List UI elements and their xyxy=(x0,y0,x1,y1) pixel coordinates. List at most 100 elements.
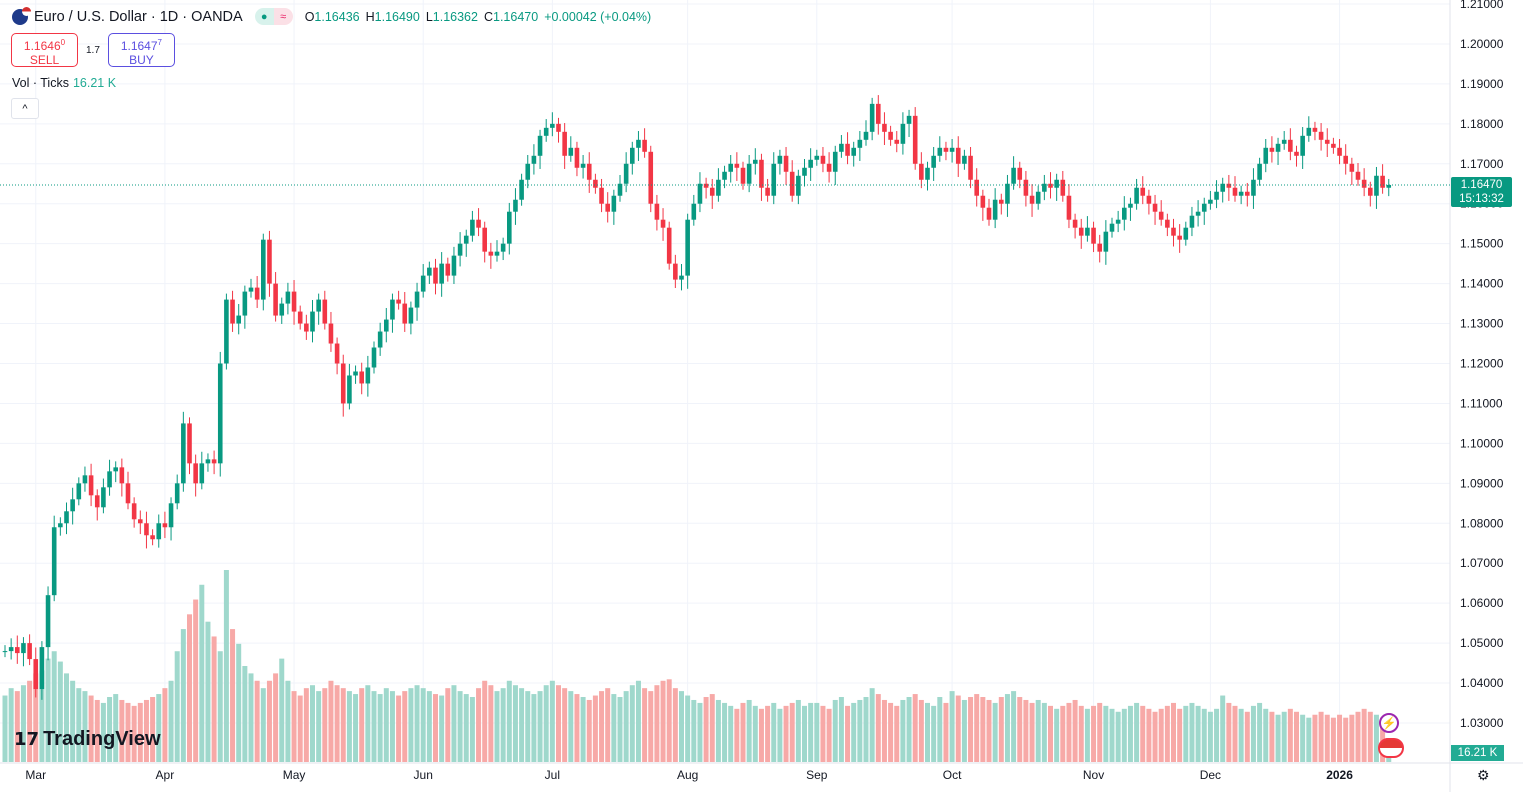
volume-bar xyxy=(1220,695,1226,762)
candle-body xyxy=(248,287,254,292)
candle-body xyxy=(1300,135,1305,156)
candle-body xyxy=(1349,163,1355,172)
volume-bar xyxy=(193,599,199,762)
candle-body xyxy=(1085,227,1090,236)
volume-bar xyxy=(937,697,943,762)
candle-body xyxy=(906,115,912,124)
candle-body xyxy=(8,647,14,652)
volume-bar xyxy=(703,697,709,762)
volume-bar xyxy=(531,694,537,762)
candle-body xyxy=(679,275,684,280)
volume-bar xyxy=(94,699,100,762)
sell-button[interactable]: 1.16460 SELL xyxy=(11,33,78,67)
candle-body xyxy=(531,155,537,164)
candle-body xyxy=(796,175,801,196)
volume-bar xyxy=(980,697,986,762)
candle-body xyxy=(463,235,469,244)
volume-bar xyxy=(586,699,592,762)
volume-bar xyxy=(359,688,365,762)
volume-bar xyxy=(174,651,180,762)
volume-bar xyxy=(986,699,992,762)
candle-body xyxy=(1226,183,1232,188)
tradingview-logo[interactable]: 𝟭𝟳 TradingView xyxy=(14,728,161,750)
volume-bar xyxy=(150,697,156,762)
volume-bar xyxy=(371,691,377,762)
candle-body xyxy=(1029,195,1035,204)
volume-bar xyxy=(660,680,666,762)
candle-body xyxy=(851,147,856,156)
candle-body xyxy=(685,219,690,276)
eur-usd-flag-icon xyxy=(12,6,31,25)
volume-bar xyxy=(494,691,500,762)
lightning-event-icon[interactable]: ⚡ xyxy=(1379,713,1399,733)
volume-bar xyxy=(217,651,223,762)
volume-bar xyxy=(1207,711,1213,762)
volume-bar xyxy=(457,691,463,762)
y-tick-label: 1.18000 xyxy=(1460,117,1504,131)
volume-bar xyxy=(802,705,807,762)
candle-body xyxy=(949,147,955,152)
candle-body xyxy=(316,299,321,312)
candle-body xyxy=(457,243,463,256)
candle-body xyxy=(1294,151,1299,156)
volume-bar xyxy=(635,680,641,762)
volume-bar xyxy=(1177,708,1183,762)
symbol-title[interactable]: Euro / U.S. Dollar · 1D · OANDA xyxy=(34,8,243,25)
candle-body xyxy=(470,219,475,236)
volume-bar xyxy=(832,699,838,762)
candle-body xyxy=(1072,219,1078,228)
volume-bar xyxy=(746,699,752,762)
volume-bar xyxy=(961,699,967,762)
candle-body xyxy=(1275,143,1281,152)
volume-bar xyxy=(1121,708,1127,762)
candle-body xyxy=(703,183,709,188)
candle-body xyxy=(543,127,549,136)
buy-button[interactable]: 1.16477 BUY xyxy=(107,33,175,67)
volume-bar xyxy=(279,658,285,762)
volume-bar xyxy=(1189,702,1195,762)
candle-body xyxy=(1257,163,1262,180)
y-tick-label: 1.10000 xyxy=(1460,436,1504,450)
y-tick-label: 1.19000 xyxy=(1460,77,1504,91)
candle-body xyxy=(1195,211,1201,216)
us-flag-event-icon[interactable] xyxy=(1378,738,1404,758)
y-tick-label: 1.12000 xyxy=(1460,357,1504,371)
collapse-legend-button[interactable]: ^ xyxy=(11,98,39,119)
candle-body xyxy=(156,523,162,540)
volume-bar xyxy=(574,694,580,762)
candle-body xyxy=(58,523,63,528)
candle-body xyxy=(94,495,100,508)
candle-body xyxy=(599,187,604,204)
candle-body xyxy=(88,475,94,496)
candle-body xyxy=(925,167,930,180)
x-tick-label: Sep xyxy=(806,768,828,782)
volume-bar xyxy=(1029,702,1035,762)
volume-bar xyxy=(1361,708,1367,762)
candle-body xyxy=(347,375,352,404)
volume-bar xyxy=(863,697,869,762)
candle-body xyxy=(888,131,893,140)
volume-bar xyxy=(125,702,131,762)
candle-body xyxy=(267,239,272,284)
candle-body xyxy=(1183,227,1189,240)
candle-body xyxy=(765,187,770,196)
candle-body xyxy=(1078,227,1084,236)
candle-body xyxy=(1386,184,1392,188)
volume-bar xyxy=(1250,705,1256,762)
market-status[interactable]: ● ≈ xyxy=(254,8,293,25)
x-tick-label: 2026 xyxy=(1326,768,1353,782)
volume-bar xyxy=(297,695,303,762)
open-value: 1.16436 xyxy=(314,9,360,24)
volume-bar xyxy=(648,691,654,762)
candle-body xyxy=(826,163,832,172)
candle-body xyxy=(1263,147,1269,164)
candle-body xyxy=(1091,227,1096,244)
settings-icon[interactable]: ⚙ xyxy=(1477,767,1490,783)
volume-bar xyxy=(285,680,291,762)
volume-bar xyxy=(303,688,309,762)
volume-bar xyxy=(549,680,555,762)
volume-bar xyxy=(322,688,328,762)
volume-bar xyxy=(592,695,598,762)
volume-bar xyxy=(838,697,844,762)
